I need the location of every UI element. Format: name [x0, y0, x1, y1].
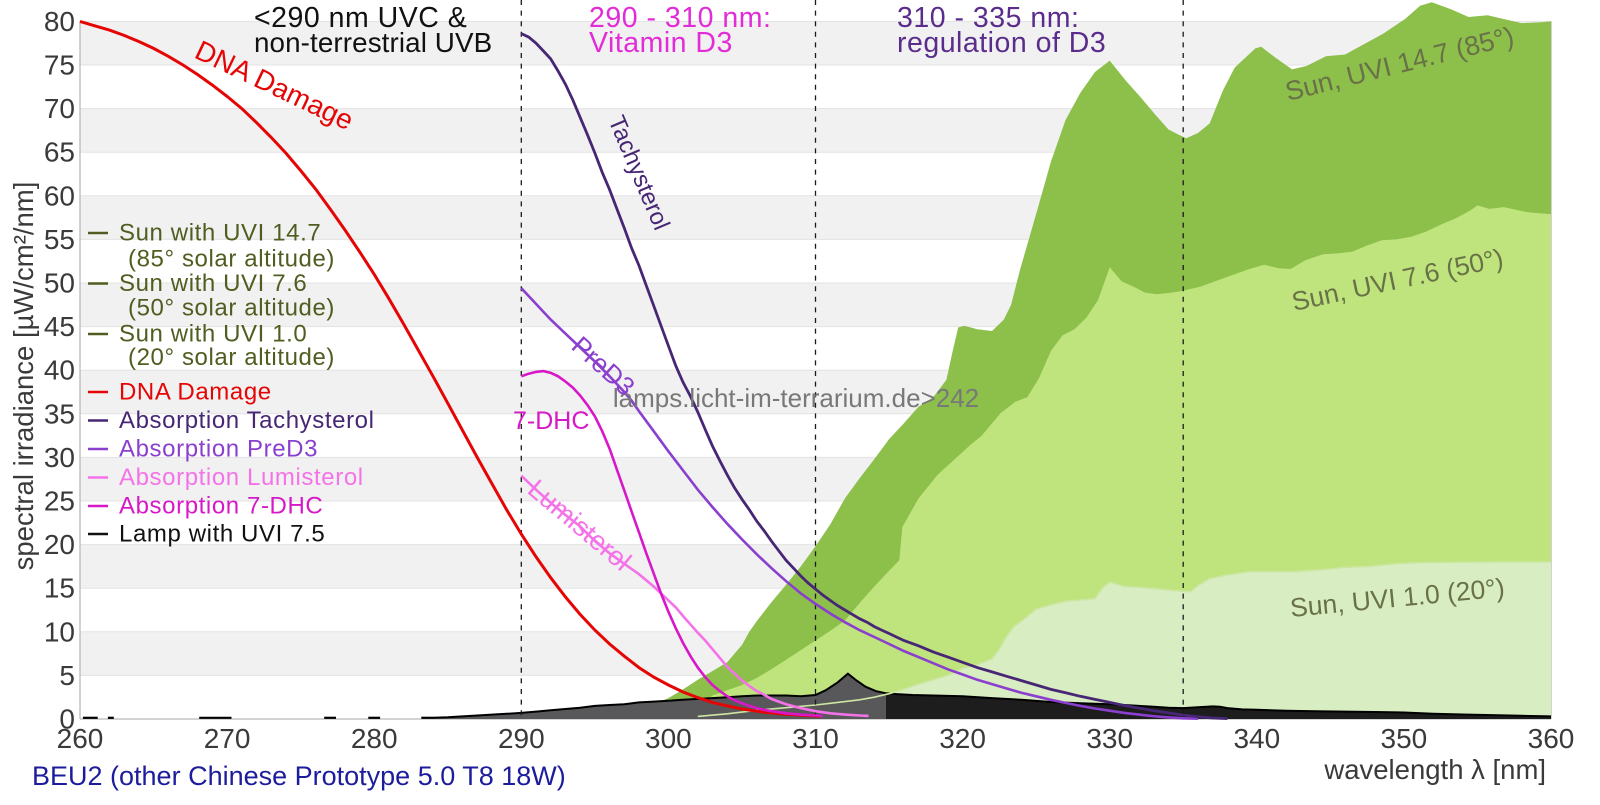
svg-text:7-DHC: 7-DHC [513, 407, 589, 435]
svg-text:spectral irradiance [µW/cm²/nm: spectral irradiance [µW/cm²/nm] [8, 182, 39, 571]
svg-text:wavelength λ [nm]: wavelength λ [nm] [1323, 754, 1546, 785]
svg-text:Lamp with UVI 7.5: Lamp with UVI 7.5 [119, 521, 325, 548]
svg-text:Absorption Tachysterol: Absorption Tachysterol [119, 407, 375, 434]
svg-text:65: 65 [44, 137, 75, 168]
svg-text:(20° solar altitude): (20° solar altitude) [128, 344, 335, 371]
svg-text:Absorption Lumisterol: Absorption Lumisterol [119, 464, 364, 491]
svg-text:20: 20 [44, 529, 75, 560]
svg-text:10: 10 [44, 616, 75, 647]
svg-text:340: 340 [1233, 723, 1280, 754]
svg-text:330: 330 [1086, 723, 1133, 754]
svg-text:15: 15 [44, 573, 75, 604]
svg-text:30: 30 [44, 442, 75, 473]
svg-text:50: 50 [44, 268, 75, 299]
svg-text:360: 360 [1528, 723, 1575, 754]
svg-text:60: 60 [44, 180, 75, 211]
svg-text:Absorption 7-DHC: Absorption 7-DHC [119, 493, 323, 520]
svg-text:<290 nm UVC &: <290 nm UVC & [254, 2, 467, 34]
svg-text:320: 320 [939, 723, 986, 754]
svg-text:BEU2 (other Chinese Prototype: BEU2 (other Chinese Prototype 5.0 T8 18W… [32, 761, 566, 791]
svg-text:(85° solar altitude): (85° solar altitude) [128, 246, 335, 273]
svg-text:55: 55 [44, 224, 75, 255]
svg-text:(50° solar altitude): (50° solar altitude) [128, 295, 335, 322]
svg-text:25: 25 [44, 486, 75, 517]
svg-text:DNA Damage: DNA Damage [119, 379, 272, 406]
svg-text:Vitamin D3: Vitamin D3 [589, 27, 733, 59]
svg-text:45: 45 [44, 311, 75, 342]
svg-text:310 - 335 nm:: 310 - 335 nm: [897, 2, 1079, 34]
svg-text:non-terrestrial UVB: non-terrestrial UVB [254, 27, 492, 58]
svg-text:300: 300 [645, 723, 692, 754]
svg-text:75: 75 [44, 50, 75, 81]
svg-text:Sun with UVI 1.0: Sun with UVI 1.0 [119, 321, 307, 348]
svg-text:350: 350 [1381, 723, 1428, 754]
svg-text:280: 280 [351, 723, 398, 754]
svg-text:Sun with UVI 7.6: Sun with UVI 7.6 [119, 270, 307, 297]
svg-text:Absorption PreD3: Absorption PreD3 [119, 436, 318, 463]
svg-text:0: 0 [59, 704, 75, 735]
svg-text:290: 290 [498, 723, 545, 754]
svg-text:5: 5 [59, 660, 75, 691]
svg-text:lamps.licht-im-terrarium.de>24: lamps.licht-im-terrarium.de>242 [613, 383, 979, 413]
svg-text:70: 70 [44, 93, 75, 124]
svg-text:40: 40 [44, 355, 75, 386]
svg-text:35: 35 [44, 398, 75, 429]
svg-text:80: 80 [44, 6, 75, 37]
svg-text:regulation of D3: regulation of D3 [897, 27, 1106, 59]
svg-text:310: 310 [792, 723, 839, 754]
svg-text:270: 270 [204, 723, 251, 754]
svg-text:260: 260 [57, 723, 104, 754]
svg-text:Sun with UVI 14.7: Sun with UVI 14.7 [119, 220, 321, 247]
svg-text:290 - 310 nm:: 290 - 310 nm: [589, 2, 771, 34]
